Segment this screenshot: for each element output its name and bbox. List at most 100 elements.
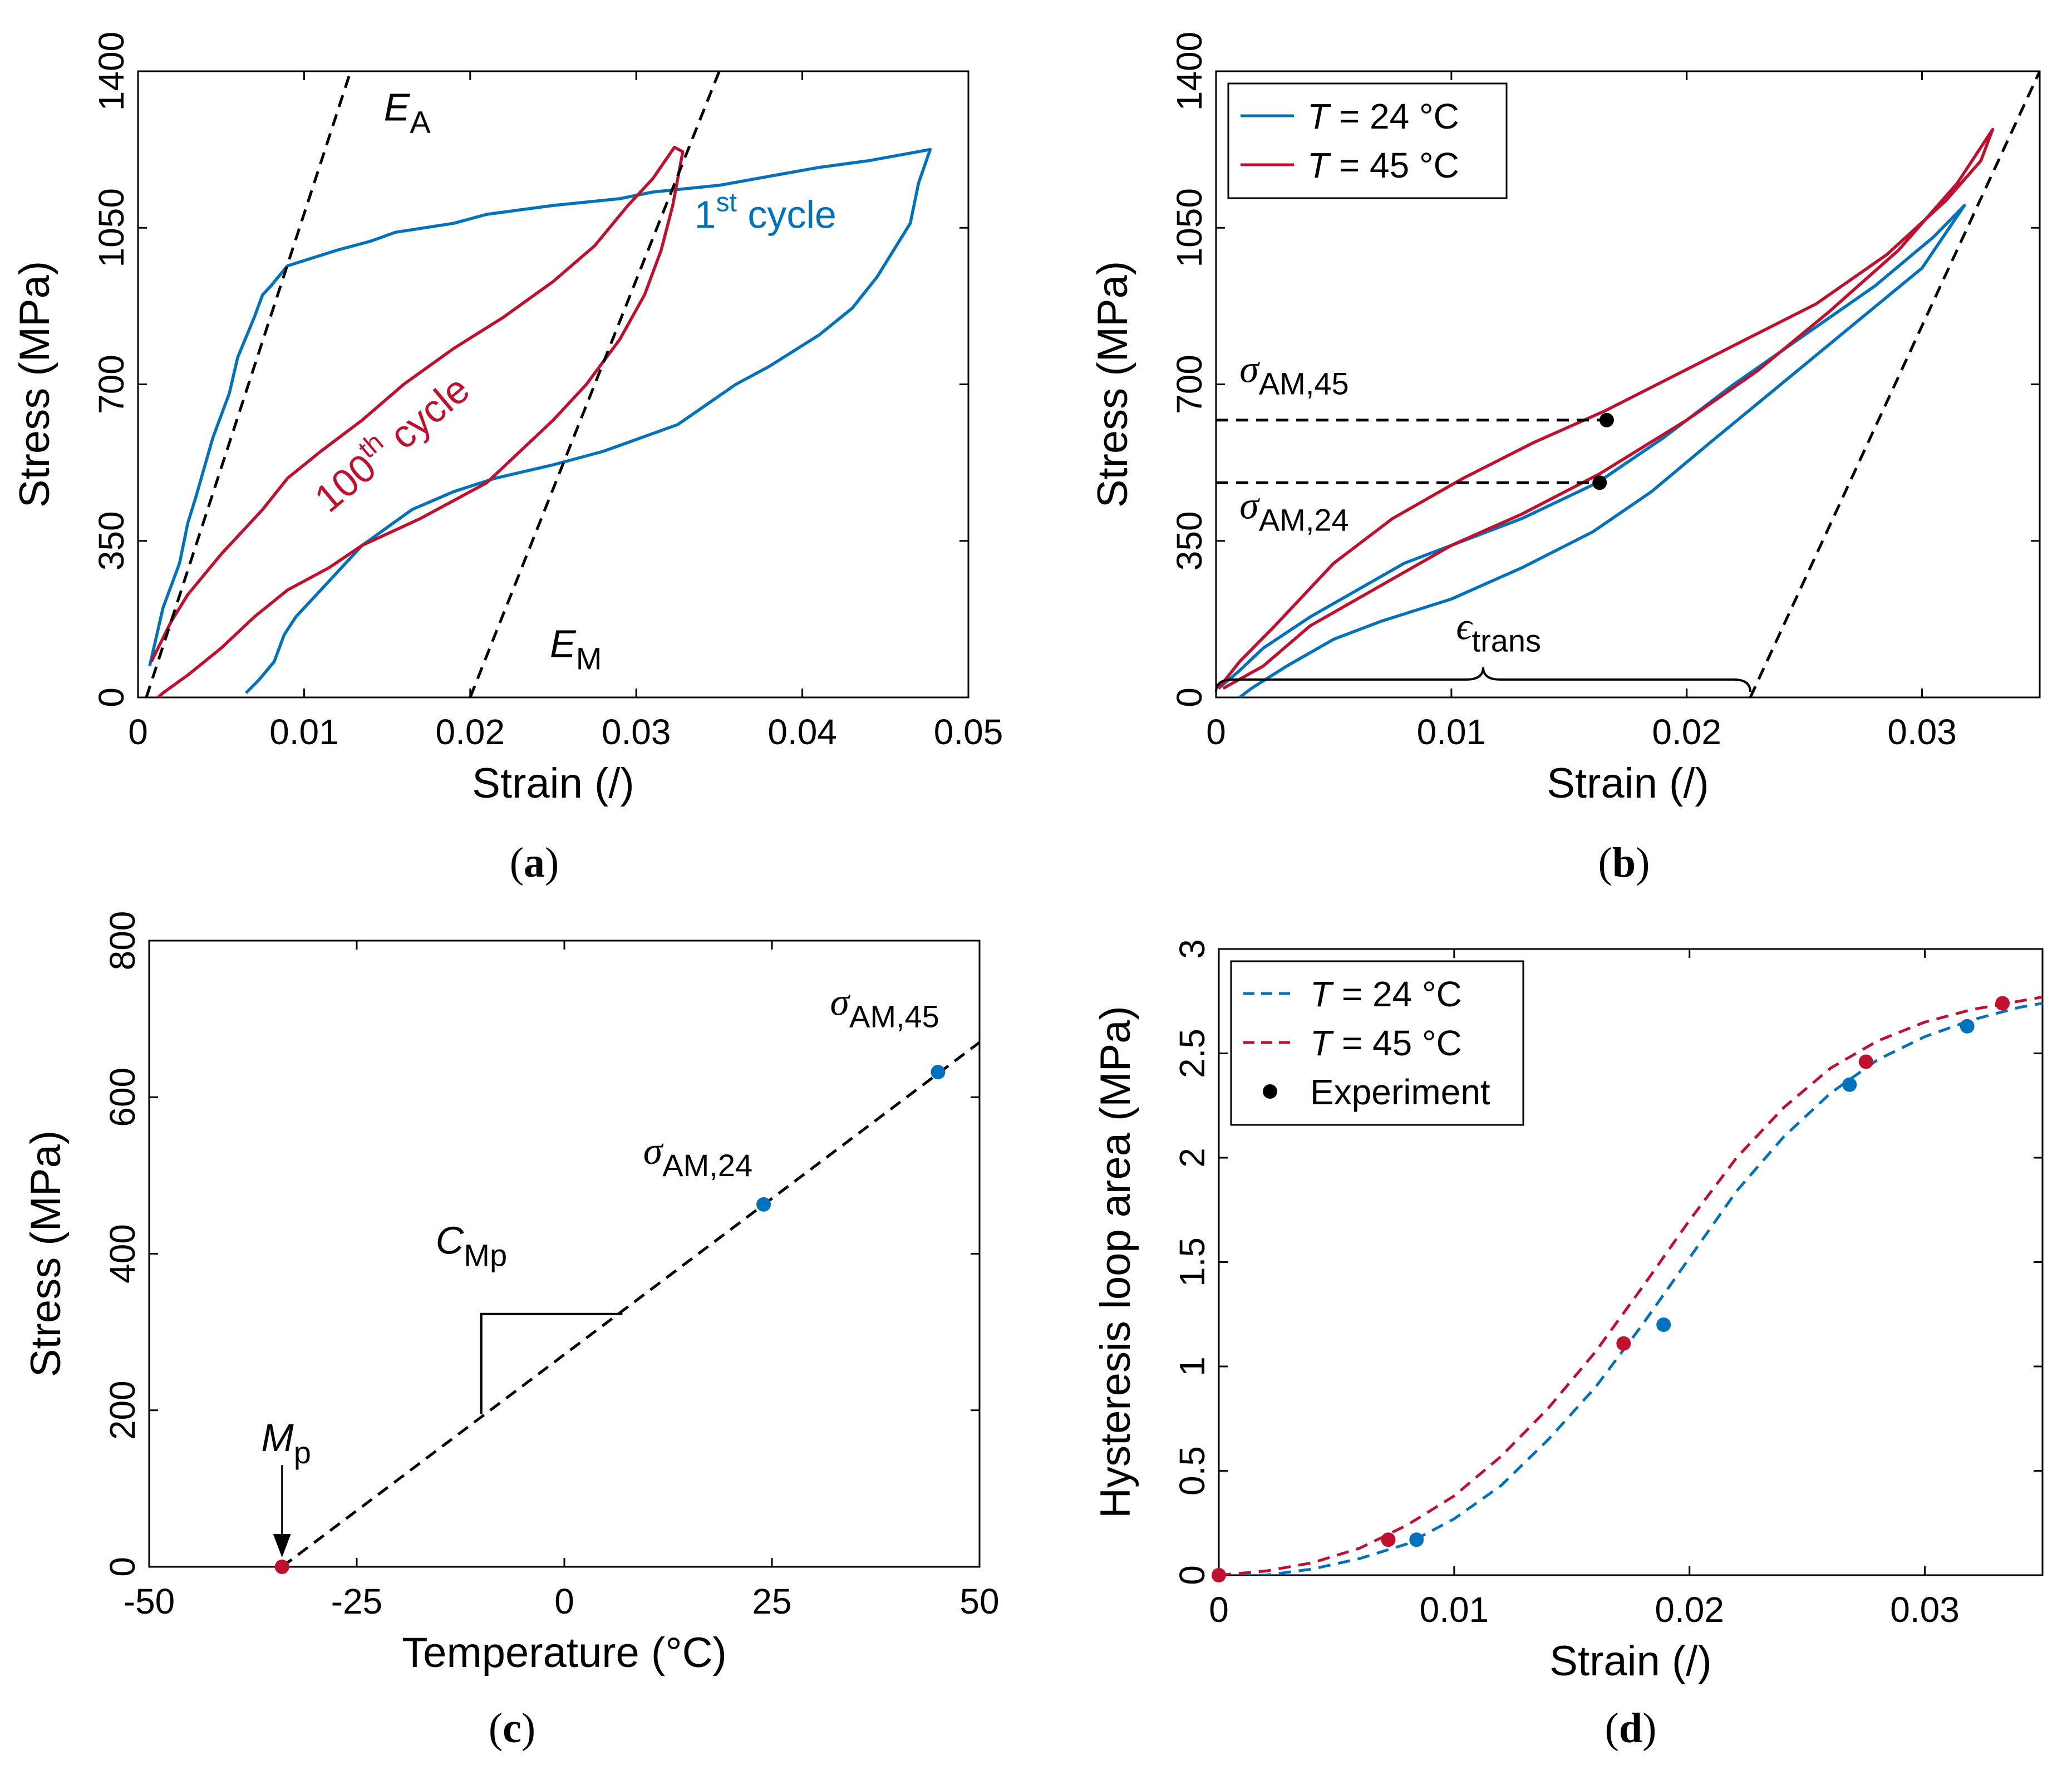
x-tick-label: 0 bbox=[1209, 1590, 1229, 1630]
y-tick-label: 0 bbox=[1169, 687, 1209, 707]
x-tick-label: 0.01 bbox=[1420, 1590, 1489, 1630]
annotation-subscript: A bbox=[410, 104, 431, 139]
data-point bbox=[756, 1197, 771, 1212]
y-tick-label: 400 bbox=[102, 1224, 142, 1284]
data-point bbox=[1409, 1532, 1424, 1547]
panel-caption: (d) bbox=[1605, 1705, 1657, 1752]
guide-line bbox=[1749, 71, 2040, 697]
annotation-subscript: AM,24 bbox=[1259, 503, 1349, 538]
panel-caption-letter: c bbox=[503, 1705, 521, 1752]
panel-c: -50 -25 0 25 50 0 200 400 600 800 Temperature (°C)… bbox=[22, 911, 1000, 1752]
guide-line bbox=[145, 71, 352, 697]
annotation: 1st cycle bbox=[695, 188, 836, 236]
x-tick-label: 0.04 bbox=[767, 712, 837, 752]
x-tick-label: 0.03 bbox=[1887, 712, 1957, 752]
y-tick-label: 1 bbox=[1172, 1356, 1212, 1376]
data-point bbox=[1616, 1336, 1631, 1351]
x-tick-label: 0.01 bbox=[1417, 712, 1487, 752]
y-tick-label: 1.5 bbox=[1172, 1237, 1212, 1287]
x-tick-label: 25 bbox=[752, 1581, 791, 1621]
annotation: σAM,45 bbox=[830, 981, 939, 1034]
y-tick-label: 350 bbox=[91, 511, 131, 571]
panel-caption-letter: b bbox=[1612, 839, 1636, 886]
legend-entry-symbol: T bbox=[1310, 1023, 1334, 1063]
y-axis-label: Stress (MPa) bbox=[22, 1130, 70, 1377]
legend-entry: Experiment bbox=[1310, 1072, 1490, 1112]
series-line bbox=[148, 147, 932, 694]
y-axis-label: Hysteresis loop area (MPa) bbox=[1092, 1006, 1139, 1518]
legend-entry: T = 24 °C bbox=[1307, 96, 1459, 136]
legend-entry: T = 45 °C bbox=[1307, 145, 1459, 185]
annotation-symbol: σ bbox=[830, 981, 850, 1024]
x-tick-label: 0.03 bbox=[1890, 1590, 1960, 1630]
y-tick-label: 1050 bbox=[1169, 188, 1209, 267]
data-point bbox=[1960, 1019, 1975, 1034]
y-tick-label: 0 bbox=[1172, 1565, 1212, 1585]
annotation: σAM,24 bbox=[643, 1130, 752, 1183]
data-point bbox=[931, 1065, 946, 1080]
y-tick-label: 1050 bbox=[91, 188, 131, 267]
legend-entry-label: Experiment bbox=[1310, 1072, 1490, 1112]
panel-d: 0 0.01 0.02 0.03 0 0.5 1 1.5 2 2.5 3 Strain (/) Hyst… bbox=[1092, 939, 2044, 1752]
panel-caption: (c) bbox=[489, 1705, 535, 1752]
panel-caption-letter: a bbox=[524, 839, 545, 886]
annotation-symbol: 1 bbox=[695, 193, 716, 236]
x-tick-label: 0.01 bbox=[269, 712, 339, 752]
annotation: σAM,24 bbox=[1239, 485, 1348, 538]
data-point bbox=[1656, 1317, 1671, 1332]
plot-frame bbox=[148, 940, 981, 1568]
slope-triangle bbox=[480, 1312, 623, 1414]
annotation-subscript: AM,24 bbox=[662, 1148, 752, 1183]
y-tick-label: 600 bbox=[102, 1068, 142, 1127]
y-tick-label: 3 bbox=[1172, 939, 1212, 959]
annotation-subscript: p bbox=[294, 1435, 311, 1470]
guide-line bbox=[281, 1041, 980, 1567]
legend-entry-label: = 24 °C bbox=[1329, 96, 1459, 136]
x-tick-label: 0 bbox=[1206, 712, 1226, 752]
data-point bbox=[1599, 412, 1614, 427]
y-axis-label: Stress (MPa) bbox=[1089, 261, 1136, 508]
panel-a: 0 0.01 0.02 0.03 0.04 0.05 0 350 700 1050 1400 Stra… bbox=[11, 32, 1003, 886]
x-axis-label: Strain (/) bbox=[472, 760, 634, 807]
annotation-subscript: AM,45 bbox=[849, 999, 939, 1034]
annotation: CMp bbox=[436, 1219, 507, 1273]
annotation-tail: cycle bbox=[373, 367, 478, 464]
series-line bbox=[150, 145, 685, 697]
y-tick-label: 200 bbox=[102, 1380, 142, 1440]
legend-entry: T = 45 °C bbox=[1310, 1023, 1462, 1063]
guide-line bbox=[469, 71, 721, 697]
series-group bbox=[281, 1041, 980, 1567]
data-point bbox=[1212, 1568, 1226, 1582]
legend-entry-label: = 45 °C bbox=[1329, 145, 1459, 185]
legend-entry-label: = 24 °C bbox=[1332, 974, 1462, 1014]
legend-entry-symbol: T bbox=[1310, 974, 1334, 1014]
annotation-superscript: st bbox=[716, 188, 737, 217]
data-point bbox=[1842, 1077, 1857, 1092]
annotation-symbol: ϵ bbox=[1456, 606, 1473, 648]
y-axis-label: Stress (MPa) bbox=[11, 261, 58, 508]
y-tick-label: 0 bbox=[91, 687, 131, 707]
y-tick-label: 800 bbox=[102, 911, 142, 971]
x-tick-label: 0 bbox=[128, 712, 148, 752]
data-point bbox=[1858, 1054, 1873, 1069]
annotation: 100th cycle bbox=[303, 363, 478, 520]
annotation-subscript: trans bbox=[1472, 623, 1542, 658]
legend-entry-label: = 45 °C bbox=[1332, 1023, 1462, 1063]
series-line bbox=[1217, 204, 1966, 697]
y-tick-label: 700 bbox=[91, 355, 131, 414]
x-tick-label: 0.02 bbox=[1652, 712, 1721, 752]
annotation-symbol: σ bbox=[643, 1130, 664, 1173]
data-point bbox=[1995, 996, 2010, 1011]
x-tick-label: 50 bbox=[959, 1581, 999, 1621]
y-tick-label: 700 bbox=[1169, 355, 1209, 414]
annotation: Mp bbox=[261, 1416, 311, 1470]
x-tick-label: 0.05 bbox=[934, 712, 1003, 752]
annotation-symbol: E bbox=[550, 622, 577, 666]
x-tick-label: -25 bbox=[331, 1581, 383, 1621]
annotation: ϵtrans bbox=[1456, 606, 1541, 658]
series-group bbox=[145, 71, 932, 697]
x-axis-label: Temperature (°C) bbox=[402, 1629, 727, 1676]
annotation-symbol: E bbox=[384, 85, 411, 129]
